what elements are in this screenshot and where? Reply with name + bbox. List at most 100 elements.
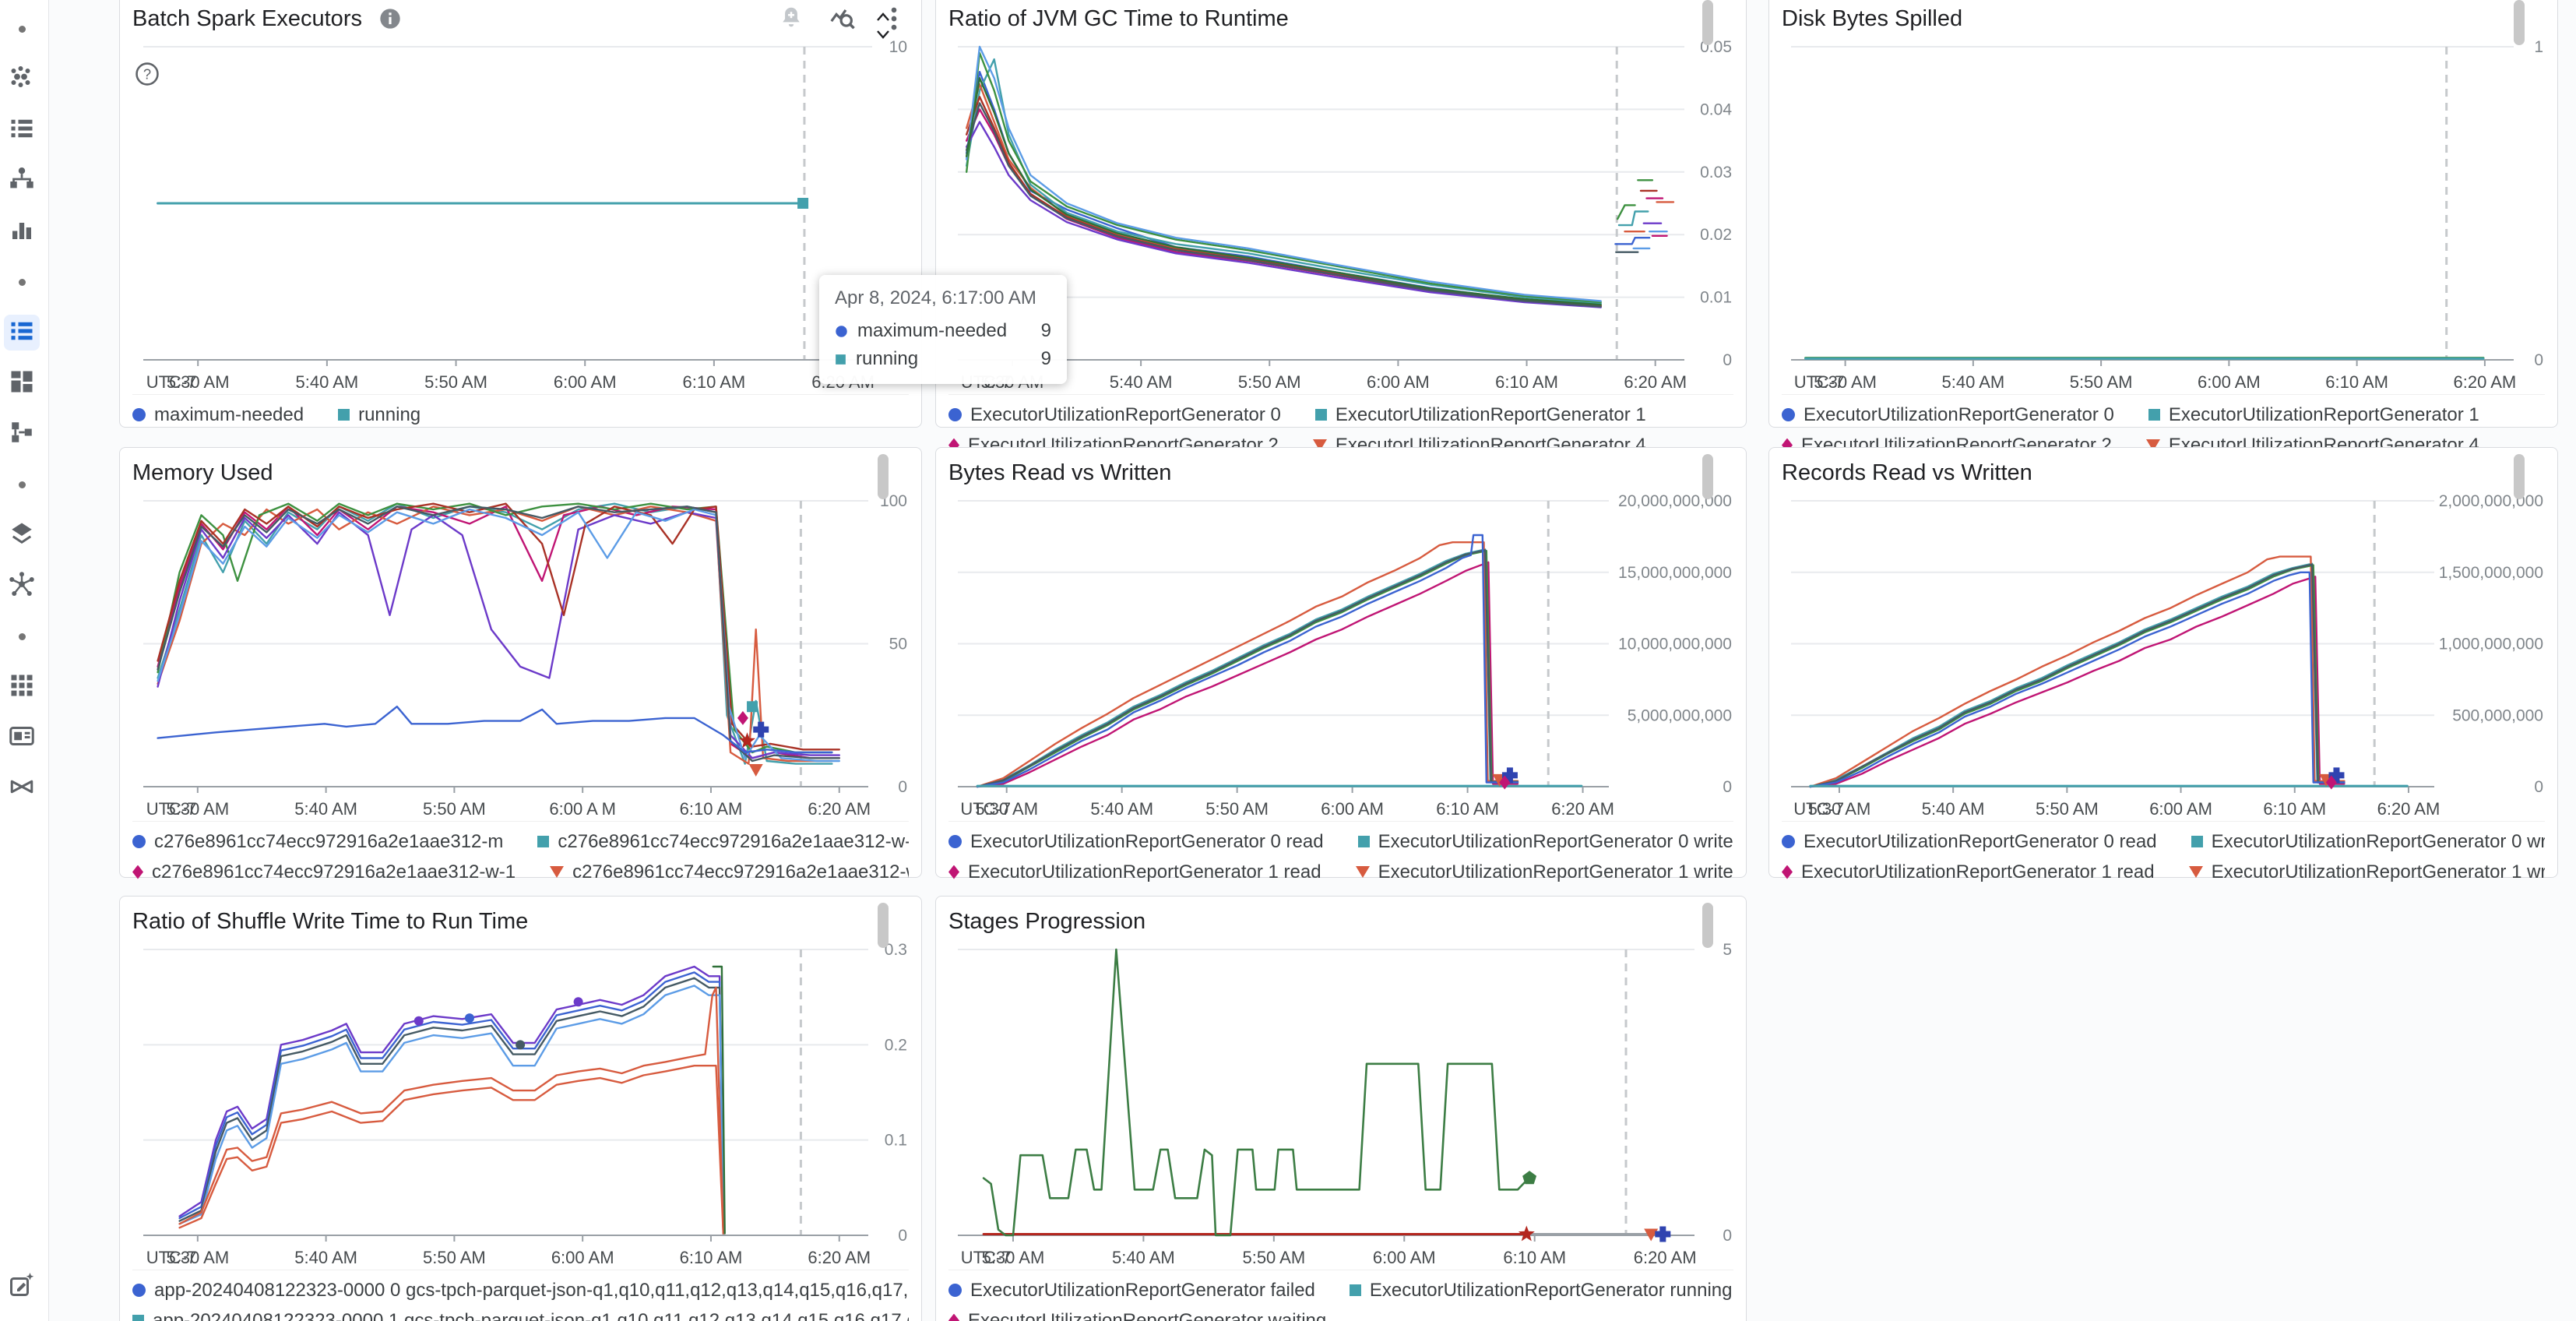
legend-scrollbar[interactable]	[2514, 0, 2525, 45]
sidebar-item-apps-grid[interactable]	[4, 669, 40, 705]
legend-expand-chevrons[interactable]	[871, 2, 895, 50]
tooltip-timestamp: Apr 8, 2024, 6:17:00 AM	[835, 287, 1036, 308]
svg-text:6:00 AM: 6:00 AM	[554, 372, 617, 389]
svg-text:0: 0	[1723, 778, 1732, 796]
sidebar-item-dashboards[interactable]	[4, 365, 40, 401]
svg-text:6:20 AM: 6:20 AM	[1624, 372, 1687, 389]
legend-item[interactable]: app-20240408122323-0000 1 gcs-tpch-parqu…	[132, 1310, 909, 1321]
svg-text:0.03: 0.03	[1700, 164, 1732, 181]
tooltip-series-value: 9	[1040, 348, 1051, 369]
legend-square-marker-icon	[132, 1315, 144, 1321]
legend-row: ExecutorUtilizationReportGenerator 0 Exec…	[948, 400, 1733, 430]
svg-text:5:40 AM: 5:40 AM	[296, 372, 359, 389]
sidebar-item-monitoring-selected[interactable]	[4, 315, 40, 351]
legend-item[interactable]: ExecutorUtilizationReportGenerator 0	[1782, 404, 2114, 426]
info-icon[interactable]	[378, 6, 403, 31]
sidebar-item-clusters[interactable]	[4, 62, 40, 97]
legend-item[interactable]: ExecutorUtilizationReportGenerator faile…	[948, 1280, 1315, 1302]
chart-card-records-read-written: Records Read vs Written 2,000,000,000 1,5…	[1768, 447, 2558, 882]
chart-legend: c276e8961cc74ecc972916a2e1aae312-m c276e8…	[132, 821, 909, 887]
svg-text:5:50 AM: 5:50 AM	[1242, 1248, 1305, 1264]
legend-scrollbar[interactable]	[1702, 0, 1713, 45]
sidebar-item-new-note[interactable]	[4, 1268, 40, 1304]
sidebar-item-topology[interactable]	[4, 568, 40, 604]
sidebar-item-jobs-list[interactable]	[4, 112, 40, 148]
legend-item[interactable]: ExecutorUtilizationReportGenerator 1	[2148, 404, 2479, 426]
legend-item[interactable]: c276e8961cc74ecc972916a2e1aae312-m	[132, 831, 503, 853]
svg-text:500,000,000: 500,000,000	[2452, 706, 2543, 724]
legend-item[interactable]: ExecutorUtilizationReportGenerator 0 wri…	[2191, 831, 2545, 853]
svg-text:6:00 AM: 6:00 AM	[1321, 799, 1384, 815]
svg-text:6:20 AM: 6:20 AM	[2454, 372, 2517, 389]
chart-plot[interactable]: 108UTC-75:30 AM5:40 AM5:50 AM6:00 AM6:10…	[132, 34, 909, 393]
sidebar-item-layers[interactable]	[4, 517, 40, 553]
legend-item[interactable]: c276e8961cc74ecc972916a2e1aae312-w-1	[132, 861, 516, 883]
legend-item[interactable]: c276e8961cc74ecc972916a2e1aae312-w-0	[537, 831, 909, 853]
layers-icon	[8, 520, 36, 551]
svg-text:0.01: 0.01	[1700, 289, 1732, 307]
legend-item[interactable]: ExecutorUtilizationReportGenerator 0 rea…	[948, 831, 1324, 853]
sidebar-item-sessions[interactable]	[4, 770, 40, 806]
chart-plot[interactable]: 1 0 UTC-7 5:30 AM 5:40 AM 5:50 AM 6:00 AM 6:10 …	[1782, 34, 2545, 393]
sidebar-item-pipelines[interactable]	[4, 416, 40, 452]
legend-item[interactable]: ExecutorUtilizationReportGenerator waiti…	[948, 1310, 1326, 1321]
add-alert-bell-icon[interactable]	[776, 4, 806, 33]
legend-diamond-marker-icon	[948, 1313, 959, 1321]
legend-item[interactable]: ExecutorUtilizationReportGenerator 1 wri…	[2188, 861, 2545, 883]
legend-item[interactable]: ExecutorUtilizationReportGenerator 0 rea…	[1782, 831, 2157, 853]
chart-plot[interactable]: 100 50 0 UTC-7 5:30 AM 5:40 AM 5:50 AM 6:00 A M…	[132, 488, 909, 819]
legend-circle-marker-icon	[1782, 835, 1795, 848]
svg-text:5:30 AM: 5:30 AM	[1808, 799, 1871, 815]
legend-item[interactable]: ExecutorUtilizationReportGenerator 1 rea…	[948, 861, 1321, 883]
chart-plot[interactable]: 20,000,000,000 15,000,000,000 10,000,000,0…	[948, 488, 1733, 819]
legend-item[interactable]: ExecutorUtilizationReportGenerator runni…	[1349, 1279, 1733, 1302]
svg-text:5: 5	[1723, 941, 1732, 959]
legend-label: ExecutorUtilizationReportGenerator 0	[1804, 403, 2114, 425]
legend-square-marker-icon	[2148, 409, 2160, 421]
chart-title: Stages Progression	[948, 908, 1146, 934]
legend-item[interactable]: c276e8961cc74ecc972916a2e1aae312-w-2	[550, 861, 909, 883]
legend-label: ExecutorUtilizationReportGenerator waiti…	[968, 1309, 1327, 1321]
legend-scrollbar[interactable]	[1702, 903, 1713, 948]
svg-text:0.2: 0.2	[885, 1036, 907, 1054]
sidebar-item-metrics[interactable]	[4, 213, 40, 249]
legend-scrollbar[interactable]	[1702, 454, 1713, 499]
help-icon[interactable]: ?	[134, 61, 160, 87]
sidebar-item-hierarchy[interactable]	[4, 163, 40, 199]
legend-scrollbar[interactable]	[2514, 454, 2525, 499]
legend-item[interactable]: ExecutorUtilizationReportGenerator 1 rea…	[1782, 861, 2155, 883]
legend-scrollbar[interactable]	[878, 454, 889, 499]
svg-text:UTC-7: UTC-7	[961, 1248, 1012, 1264]
legend-circle-marker-icon	[948, 835, 962, 848]
chart-legend: maximum-needed running	[132, 394, 909, 430]
chart-plot[interactable]: 2,000,000,000 1,500,000,000 1,000,000,000 5…	[1782, 488, 2545, 819]
chart-card-disk-bytes-spilled: Disk Bytes Spilled 1 0 UTC-7 5:30 AM 5:40 AM…	[1768, 0, 2558, 456]
svg-text:5:30 AM: 5:30 AM	[167, 372, 230, 389]
legend-row: app-20240408122323-0000 0 gcs-tpch-parqu…	[132, 1275, 909, 1305]
bar-chart-icon	[8, 216, 36, 248]
tooltip-series-value: 9	[1040, 320, 1051, 341]
legend-item[interactable]: ExecutorUtilizationReportGenerator 1 wri…	[1355, 861, 1733, 883]
legend-row: ExecutorUtilizationReportGenerator 0 rea…	[948, 826, 1733, 857]
svg-text:5:40 AM: 5:40 AM	[294, 1248, 357, 1264]
legend-item[interactable]: ExecutorUtilizationReportGenerator 0	[948, 404, 1281, 426]
sidebar-separator-dot	[4, 467, 40, 502]
legend-item[interactable]: app-20240408122323-0000 0 gcs-tpch-parqu…	[132, 1280, 909, 1302]
legend-triangle-marker-icon	[1355, 866, 1370, 878]
chart-plot[interactable]: 0.3 0.2 0.1 0 UTC-7 5:30 AM 5:40 AM 5:50 AM 6:00…	[132, 937, 909, 1268]
chart-legend: ExecutorUtilizationReportGenerator 0 rea…	[1782, 821, 2545, 887]
legend-triangle-marker-icon	[550, 866, 565, 878]
sidebar-item-reports-card[interactable]	[4, 720, 40, 756]
legend-label: ExecutorUtilizationReportGenerator runni…	[1369, 1279, 1733, 1301]
legend-scrollbar[interactable]	[878, 903, 889, 948]
legend-item[interactable]: running	[338, 404, 421, 426]
legend-item[interactable]: maximum-needed	[132, 404, 304, 426]
legend-circle-marker-icon	[132, 835, 146, 848]
legend-item[interactable]: ExecutorUtilizationReportGenerator 1	[1314, 404, 1646, 426]
kebab-menu-icon[interactable]	[879, 4, 909, 33]
explore-chart-icon[interactable]	[828, 4, 857, 33]
svg-text:6:10 AM: 6:10 AM	[683, 372, 746, 389]
legend-item[interactable]: ExecutorUtilizationReportGenerator 0 wri…	[1357, 831, 1733, 853]
chart-plot[interactable]: 5 0 UTC-7 5:30 AM 5:40 AM 5:50 AM 6:00 AM 6:10 …	[948, 937, 1733, 1268]
svg-text:5:50 AM: 5:50 AM	[2036, 799, 2099, 815]
